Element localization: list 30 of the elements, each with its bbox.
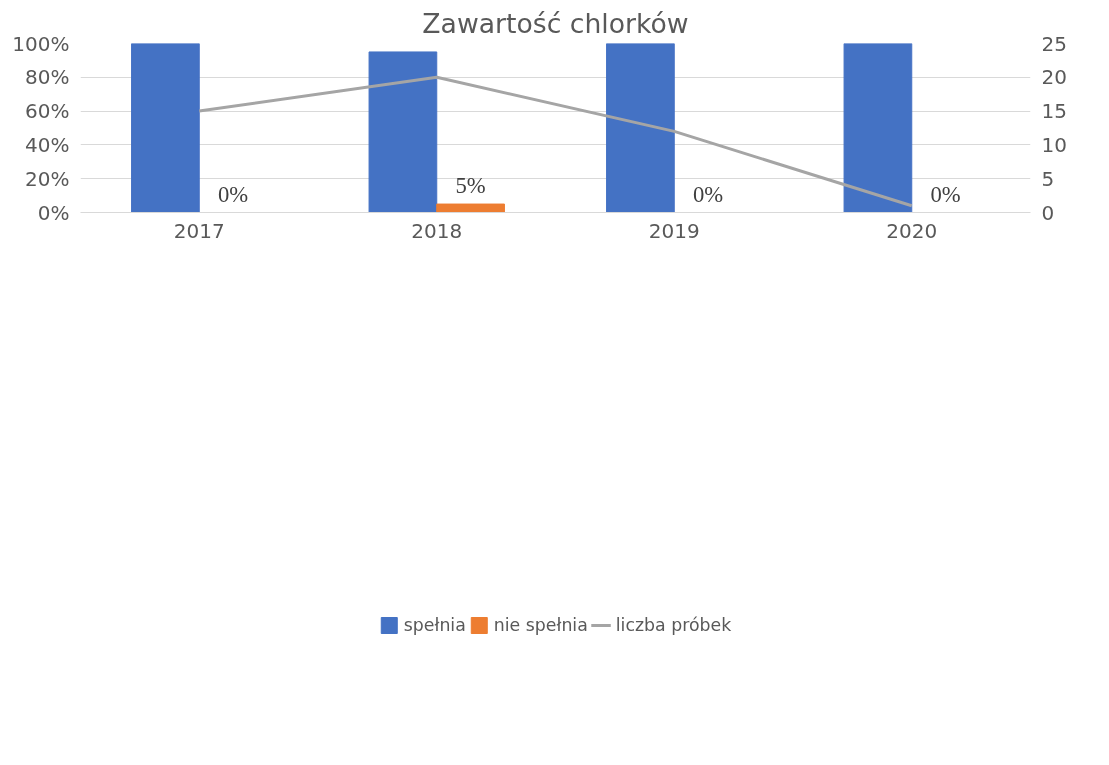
y2-tick-label: 25 (1041, 31, 1067, 56)
y-tick-label: 0% (37, 200, 70, 225)
x-tick-label: 2018 (411, 218, 463, 243)
bar (436, 203, 505, 213)
y2-tick-label: 0 (1041, 200, 1055, 225)
legend-label: nie spełnia (493, 615, 588, 635)
y2-tick-label: 5 (1041, 166, 1055, 191)
x-tick-label: 2020 (886, 218, 938, 243)
y2-tick-label: 20 (1041, 65, 1067, 90)
data-label: 0% (217, 181, 249, 207)
x-tick-label: 2019 (648, 218, 700, 243)
bar (368, 51, 438, 213)
y-tick-label: 100% (12, 31, 70, 56)
bar (606, 43, 675, 213)
bar (843, 43, 913, 213)
y-tick-label: 60% (25, 99, 70, 124)
bar (131, 43, 200, 213)
legend-label: liczba próbek (615, 615, 732, 635)
data-label: 5% (455, 173, 486, 199)
y-tick-label: 20% (25, 166, 70, 191)
line-series (197, 75, 914, 208)
legend-label: spełnia (403, 615, 466, 635)
y2-tick-label: 10 (1041, 132, 1067, 157)
chart-title: Zawartość chlorków (422, 7, 689, 39)
data-label: 0% (930, 181, 961, 207)
x-tick-label: 2017 (173, 218, 225, 243)
data-label: 0% (692, 181, 724, 207)
y-tick-label: 80% (25, 65, 70, 90)
y2-tick-label: 15 (1041, 99, 1067, 124)
y-tick-label: 40% (25, 132, 70, 157)
